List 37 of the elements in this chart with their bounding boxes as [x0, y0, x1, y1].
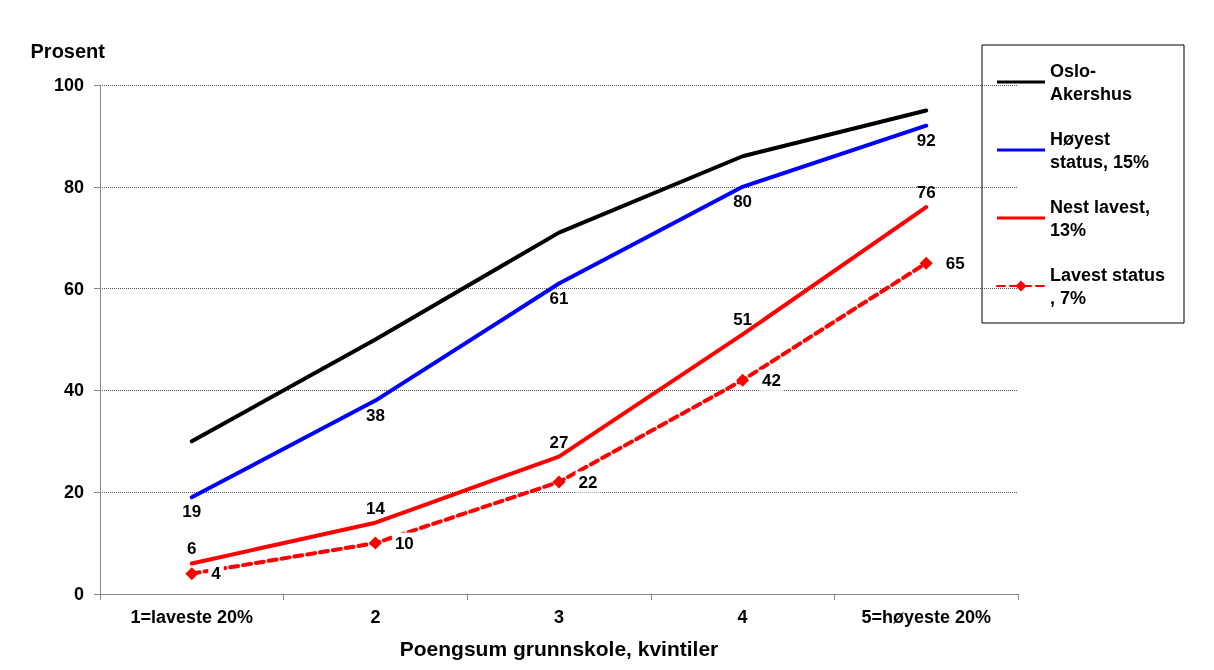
data-label: 92	[916, 130, 936, 150]
data-label: 6	[187, 539, 197, 559]
legend-label: Høyest status, 15%	[1050, 128, 1150, 172]
y-tick-label: 100	[53, 75, 84, 95]
x-tick-label: 5=høyeste 20%	[861, 607, 991, 627]
point	[552, 475, 566, 489]
legend-label: Oslo-Akershus	[1050, 60, 1133, 104]
y-tick-label: 20	[63, 482, 84, 503]
legend-label: Lavest status, 7%	[1050, 264, 1166, 308]
y-tick-label: 40	[63, 380, 84, 401]
y-tick-label: 80	[63, 176, 84, 197]
data-label: 80	[733, 191, 753, 211]
data-label: 76	[916, 183, 936, 203]
x-tick-label: 4	[737, 607, 748, 627]
data-label: 61	[549, 288, 569, 308]
data-label: 51	[733, 310, 753, 330]
x-tick-label: 3	[553, 607, 565, 627]
x-tick-label: 2	[370, 607, 381, 627]
point	[185, 567, 199, 581]
data-label: 42	[762, 370, 782, 390]
x-tick-label: 1=laveste 20%	[130, 607, 254, 627]
point	[919, 256, 933, 270]
point	[368, 536, 382, 550]
data-label: 22	[578, 472, 598, 492]
data-label: 19	[182, 502, 202, 522]
y-axis-title: Prosent	[30, 40, 106, 62]
data-label: 38	[365, 405, 385, 425]
data-label: 65	[945, 253, 965, 273]
data-label: 10	[394, 533, 414, 553]
x-axis-title: Poengsum grunnskole, kvintiler	[399, 637, 719, 660]
legend-label: Nest lavest, 13%	[1050, 196, 1156, 240]
y-tick-label: 0	[73, 584, 84, 604]
point	[736, 373, 750, 387]
data-label: 27	[549, 432, 569, 452]
data-label: 4	[211, 564, 222, 584]
data-label: 14	[365, 498, 386, 518]
y-tick-label: 60	[63, 278, 84, 299]
